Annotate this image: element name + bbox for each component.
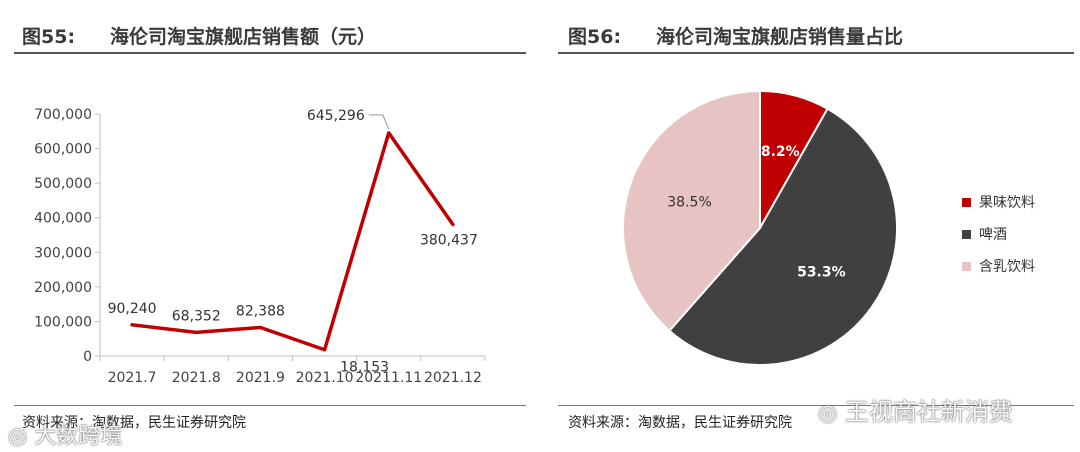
figure-55: 图55: 海伦司淘宝旗舰店销售额（元） 0 100,000 200,000 300,00… <box>14 22 526 431</box>
pie-legend: 果味饮料 啤酒 含乳饮料 <box>962 186 1035 282</box>
pie-chart: 8.2% 53.3% 38.5% <box>622 89 898 366</box>
y-tick-label: 200,000 <box>34 280 92 296</box>
legend-item: 啤酒 <box>962 218 1035 250</box>
data-label: 645,296 <box>307 108 365 124</box>
y-tick-label: 700,000 <box>34 107 92 123</box>
figure-number: 图55: <box>22 26 76 48</box>
wechat-icon: ◎ <box>8 424 28 449</box>
y-tick-label: 300,000 <box>34 245 92 261</box>
y-tick-label: 500,000 <box>34 176 92 192</box>
slice-label: 38.5% <box>667 194 711 210</box>
x-tick-label: 2021.12 <box>424 370 482 386</box>
slice-label: 8.2% <box>761 144 800 160</box>
x-tick-label: 20211.11 <box>355 370 422 386</box>
x-tick-label: 2021.7 <box>108 370 157 386</box>
figure-title-text: 海伦司淘宝旗舰店销售额（元） <box>110 26 377 48</box>
figure-56: 图56: 海伦司淘宝旗舰店销售量占比 8.2% 53.3% 38.5% 果味饮料 啤酒… <box>552 0 1080 452</box>
pie-slice <box>622 89 761 333</box>
watermark-left: ◎ 大数跨境 <box>8 418 122 450</box>
slice-label: 53.3% <box>797 265 846 281</box>
wechat-icon: ◎ <box>818 401 838 426</box>
source-note: 资料来源：淘数据，民生证券研究院 <box>568 415 792 431</box>
legend-label: 啤酒 <box>979 227 1007 243</box>
watermark-text: 王视商社新消费 <box>844 398 1013 426</box>
y-tick-label: 400,000 <box>34 211 92 227</box>
data-label-leader <box>368 114 390 130</box>
watermark-text: 大数跨境 <box>34 424 123 449</box>
x-tick-label: 2021.10 <box>296 370 354 386</box>
figure-title: 图56: 海伦司淘宝旗舰店销售量占比 <box>568 22 903 49</box>
figure-title-text: 海伦司淘宝旗舰店销售量占比 <box>656 26 904 48</box>
source-note: 资料来源：淘数据，民生证券研究院 <box>22 415 246 431</box>
y-tick-label: 100,000 <box>34 314 92 330</box>
legend-swatch <box>962 197 971 207</box>
pie-slice <box>667 107 898 366</box>
title-rule <box>14 52 526 54</box>
legend-item: 含乳饮料 <box>962 250 1035 282</box>
data-label: 18,153 <box>340 360 389 376</box>
figure-number: 图56: <box>568 26 622 48</box>
x-tick-label: 2021.8 <box>172 370 221 386</box>
data-label: 380,437 <box>420 232 478 248</box>
title-rule <box>558 52 1074 54</box>
legend-swatch <box>962 261 971 271</box>
line-chart: 0 100,000 200,000 300,000 400,000 500,000 600,… <box>34 107 486 386</box>
source-rule <box>558 405 1074 406</box>
series-line <box>130 131 455 352</box>
legend-label: 含乳饮料 <box>979 259 1035 275</box>
legend-item: 果味饮料 <box>962 186 1035 218</box>
data-label: 90,240 <box>108 301 157 317</box>
y-tick-label: 600,000 <box>34 142 92 158</box>
y-tick-label: 0 <box>83 349 92 365</box>
x-tick-label: 2021.9 <box>236 370 285 386</box>
source-rule <box>14 405 526 406</box>
legend-label: 果味饮料 <box>979 195 1035 211</box>
data-label: 68,352 <box>172 308 221 324</box>
figure-title: 图55: 海伦司淘宝旗舰店销售额（元） <box>22 22 376 49</box>
watermark-right: ◎ 王视商社新消费 <box>818 392 1013 427</box>
legend-swatch <box>962 229 971 239</box>
data-label: 82,388 <box>236 304 285 320</box>
